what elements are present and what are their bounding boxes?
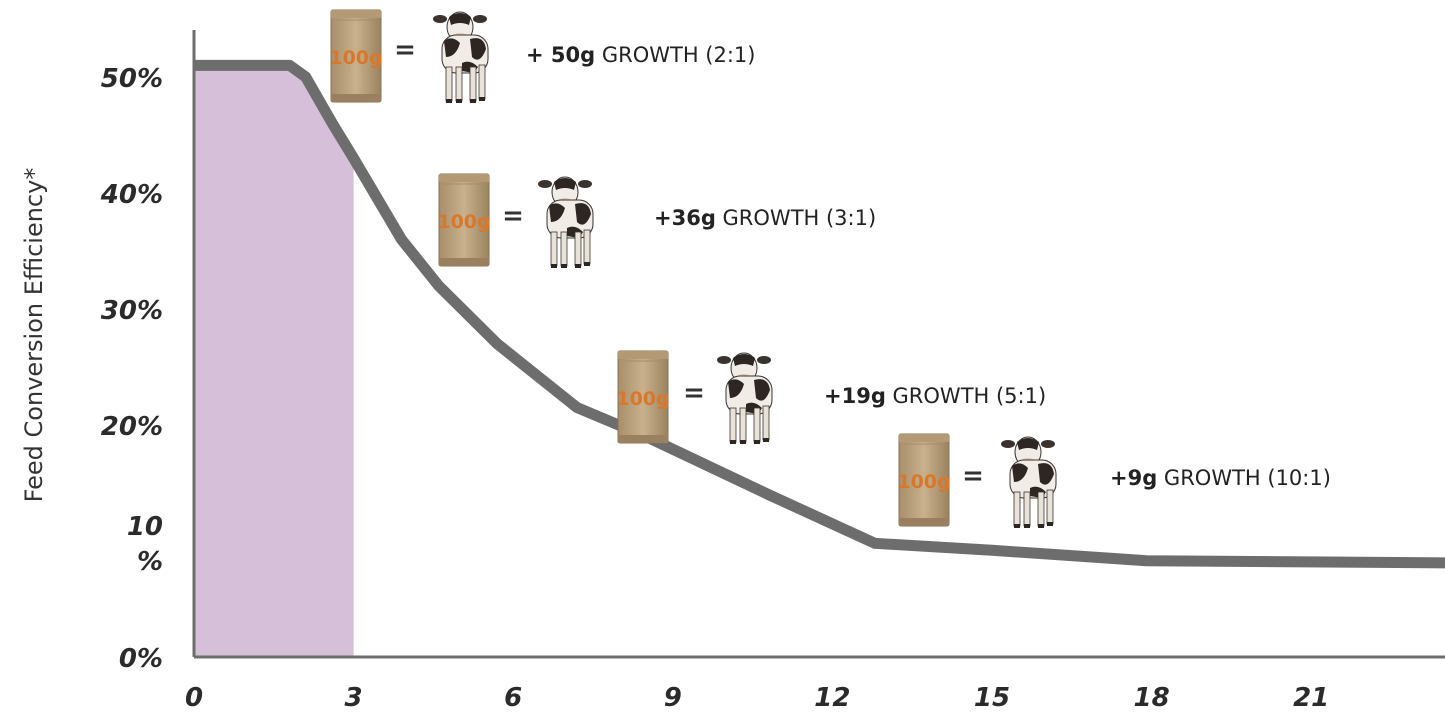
growth-amount: +19g: [824, 384, 886, 408]
y-tick-label: 40%: [100, 180, 163, 210]
calf-icon: [716, 352, 773, 445]
growth-ratio: GROWTH (10:1): [1157, 466, 1331, 490]
growth-text: +19g GROWTH (5:1): [824, 384, 1046, 408]
growth-text: +9g GROWTH (10:1): [1110, 466, 1331, 490]
equals-sign: =: [394, 35, 416, 65]
calf-icon: [537, 176, 594, 269]
growth-amount: + 50g: [526, 43, 595, 67]
efficiency-line: [194, 59, 1445, 569]
y-tick-label: 30%: [101, 296, 163, 326]
x-tick-label: 18: [1134, 683, 1170, 713]
x-tick-label: 3: [345, 683, 363, 713]
equals-sign: =: [502, 201, 524, 231]
growth-annotation: 100g = +19g GROWTH (5:1): [616, 350, 1046, 445]
x-tick-label: 6: [504, 683, 522, 713]
x-tick-label: 9: [664, 683, 682, 713]
growth-text: +36g GROWTH (3:1): [654, 206, 876, 230]
growth-annotation: 100g = + 50g GROWTH (2:1): [329, 9, 755, 104]
growth-amount: +36g: [654, 206, 716, 230]
y-tick-label: 10%: [127, 512, 163, 577]
growth-ratio: GROWTH (5:1): [886, 384, 1046, 408]
feed-bag-label: 100g: [437, 211, 490, 233]
equals-sign: =: [683, 378, 705, 408]
growth-amount: +9g: [1110, 466, 1157, 490]
feed-bag-label: 100g: [616, 388, 669, 410]
y-tick-label: 50%: [101, 64, 163, 94]
x-tick-label: 15: [974, 683, 1010, 713]
feed-bag-icon: 100g: [437, 173, 491, 267]
x-tick-label: 12: [814, 683, 850, 713]
growth-annotation: 100g = +9g GROWTH (10:1): [897, 433, 1331, 529]
y-tick-label: 0%: [119, 644, 163, 674]
feed-bag-icon: 100g: [897, 433, 951, 527]
growth-text: + 50g GROWTH (2:1): [526, 43, 755, 67]
x-tick-label: 21: [1293, 683, 1329, 713]
equals-sign: =: [962, 461, 984, 491]
y-axis-label: Feed Conversion Efficiency*: [20, 168, 48, 503]
feed-bag-icon: 100g: [616, 350, 670, 444]
feed-bag-icon: 100g: [329, 9, 383, 103]
growth-ratio: GROWTH (3:1): [716, 206, 876, 230]
x-tick-label: 0: [185, 683, 203, 713]
calf-icon: [1000, 436, 1057, 529]
feed-bag-label: 100g: [897, 471, 950, 493]
feed-bag-label: 100g: [329, 47, 382, 69]
calf-icon: [432, 11, 489, 104]
highlight-area: [194, 65, 354, 657]
growth-ratio: GROWTH (2:1): [595, 43, 755, 67]
y-tick-label: 20%: [101, 412, 163, 442]
growth-annotation: 100g = +36g GROWTH (3:1): [437, 173, 876, 269]
